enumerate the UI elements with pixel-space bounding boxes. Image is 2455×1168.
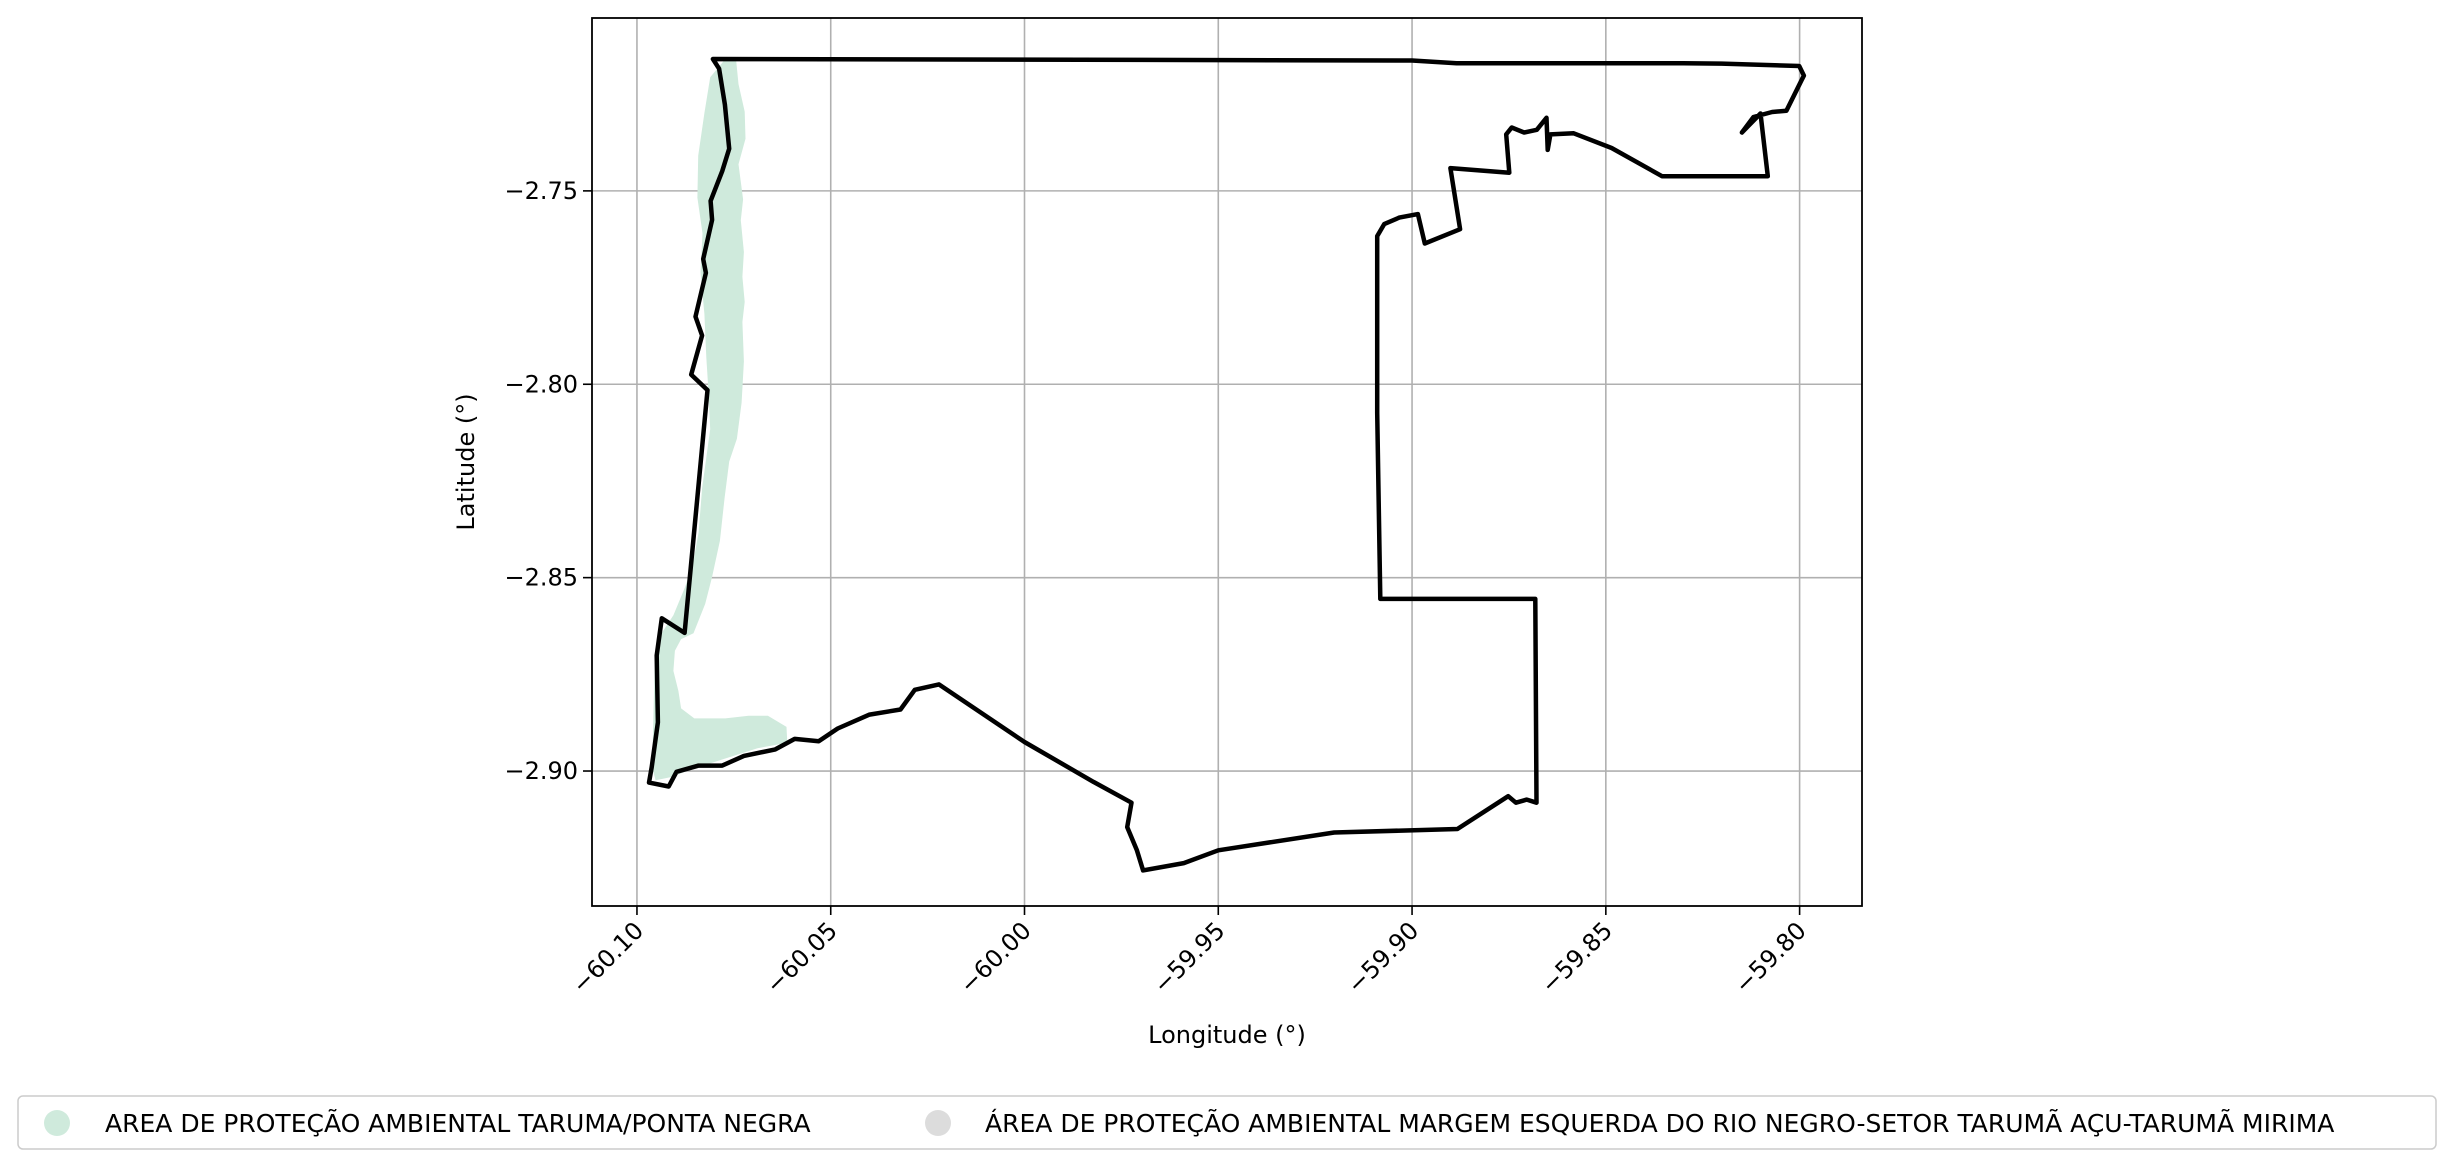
x-tick-label: −60.00	[954, 916, 1037, 999]
y-tick-label: −2.90	[504, 757, 578, 785]
legend: AREA DE PROTEÇÃO AMBIENTAL TARUMA/PONTA …	[17, 1095, 2437, 1150]
y-axis-label: Latitude (°)	[452, 393, 480, 530]
x-tick-label: −59.85	[1535, 916, 1618, 999]
x-axis: −60.10 −60.05 −60.00 −59.95 −59.90 −59.85 −59.…	[567, 906, 1812, 999]
legend-marker-taruma	[44, 1110, 70, 1136]
x-axis-label: Longitude (°)	[1148, 1021, 1306, 1049]
legend-label-margem-esquerda: ÁREA DE PROTEÇÃO AMBIENTAL MARGEM ESQUER…	[985, 1108, 2334, 1138]
x-tick-label: −60.05	[760, 916, 843, 999]
margem-esquerda-boundary[interactable]	[646, 56, 1807, 873]
x-tick-label: −59.95	[1148, 916, 1231, 999]
x-tick-label: −60.10	[567, 916, 650, 999]
plot-frame	[591, 17, 1863, 907]
y-tick-label: −2.85	[504, 564, 578, 592]
y-tick-label: −2.80	[504, 370, 578, 398]
grid-lines	[592, 18, 1862, 906]
y-tick-label: −2.75	[504, 177, 578, 205]
y-axis: −2.75 −2.80 −2.85 −2.90	[504, 177, 592, 785]
legend-label-taruma: AREA DE PROTEÇÃO AMBIENTAL TARUMA/PONTA …	[105, 1108, 811, 1138]
legend-frame	[17, 1095, 2437, 1150]
x-tick-label: −59.90	[1342, 916, 1425, 999]
x-tick-label: −59.80	[1729, 916, 1812, 999]
taruma-ponta-negra-area[interactable]	[652, 60, 788, 781]
legend-marker-margem-esquerda	[925, 1110, 951, 1136]
